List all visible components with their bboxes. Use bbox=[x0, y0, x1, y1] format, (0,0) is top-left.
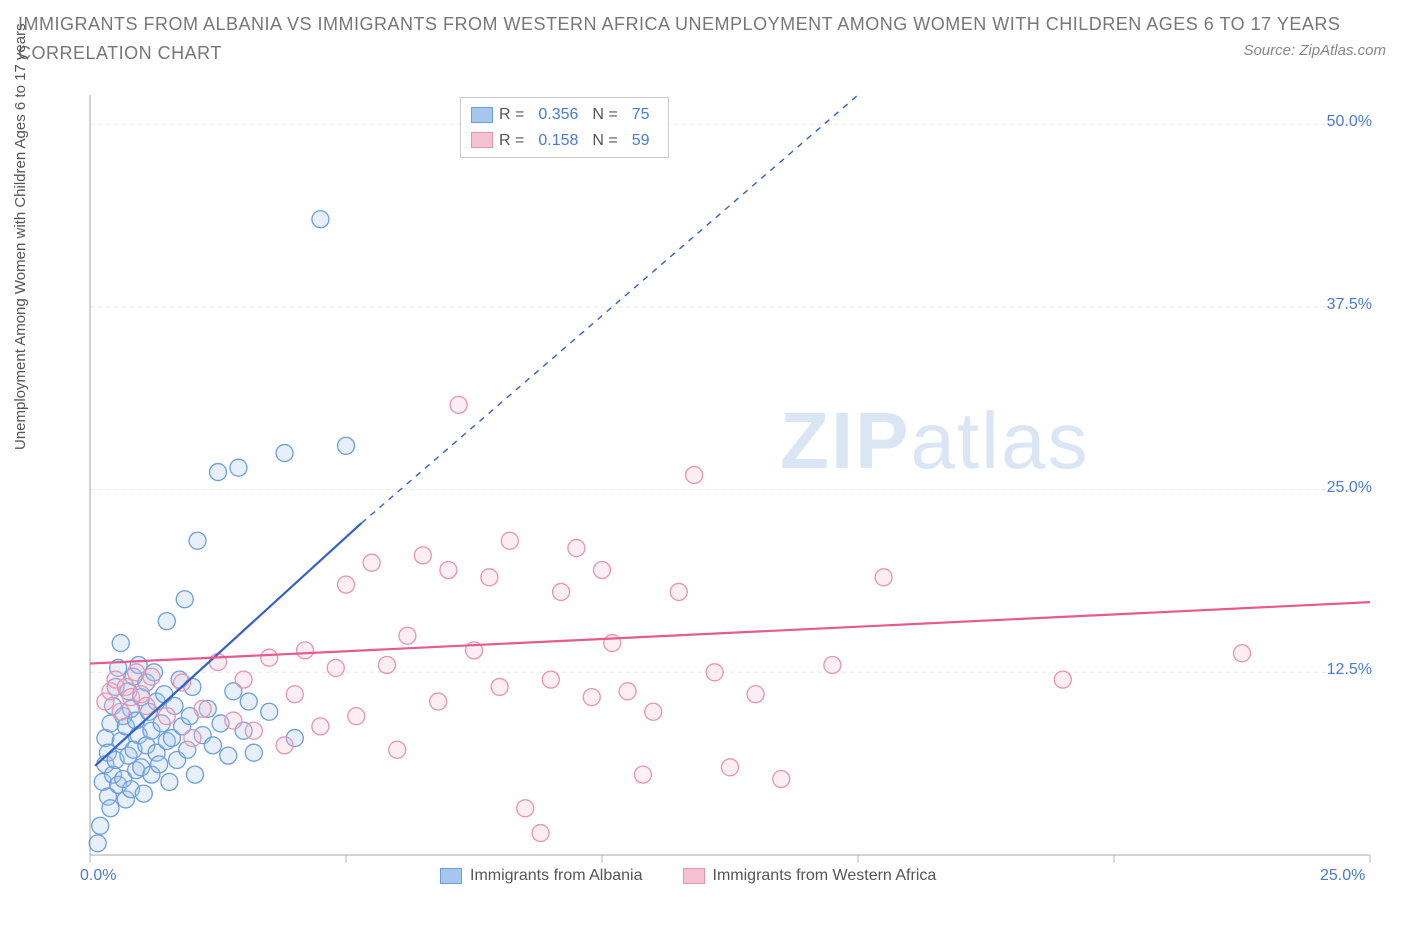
legend-label-2: Immigrants from Western Africa bbox=[713, 867, 937, 885]
correlation-row-1: R = 0.356 N = 75 bbox=[471, 102, 658, 128]
y-tick-label: 25.0% bbox=[1327, 479, 1372, 497]
r-value-2: 0.158 bbox=[538, 128, 578, 154]
x-tick-label: 0.0% bbox=[80, 867, 116, 885]
series-legend: Immigrants from Albania Immigrants from … bbox=[440, 867, 936, 885]
correlation-legend: R = 0.356 N = 75 R = 0.158 N = 59 bbox=[460, 97, 669, 158]
y-tick-label: 50.0% bbox=[1327, 113, 1372, 131]
r-value-1: 0.356 bbox=[538, 102, 578, 128]
legend-swatch-1 bbox=[440, 868, 462, 884]
y-axis-label: Unemployment Among Women with Children A… bbox=[12, 23, 29, 450]
x-tick-label: 25.0% bbox=[1320, 867, 1365, 885]
legend-label-1: Immigrants from Albania bbox=[470, 867, 643, 885]
n-label: N = bbox=[592, 128, 617, 154]
legend-item-1: Immigrants from Albania bbox=[440, 867, 643, 885]
legend-item-2: Immigrants from Western Africa bbox=[683, 867, 937, 885]
correlation-row-2: R = 0.158 N = 59 bbox=[471, 128, 658, 154]
n-label: N = bbox=[592, 102, 617, 128]
chart-title: IMMIGRANTS FROM ALBANIA VS IMMIGRANTS FR… bbox=[18, 10, 1388, 68]
n-value-1: 75 bbox=[632, 102, 650, 128]
r-label: R = bbox=[499, 102, 524, 128]
y-tick-label: 12.5% bbox=[1327, 661, 1372, 679]
swatch-series-2 bbox=[471, 132, 493, 148]
source-attribution: Source: ZipAtlas.com bbox=[1243, 42, 1386, 59]
y-tick-label: 37.5% bbox=[1327, 296, 1372, 314]
n-value-2: 59 bbox=[632, 128, 650, 154]
r-label: R = bbox=[499, 128, 524, 154]
scatter-chart: ZIPatlas R = 0.356 N = 75 R = 0.158 N = … bbox=[60, 95, 1380, 875]
legend-swatch-2 bbox=[683, 868, 705, 884]
swatch-series-1 bbox=[471, 107, 493, 123]
